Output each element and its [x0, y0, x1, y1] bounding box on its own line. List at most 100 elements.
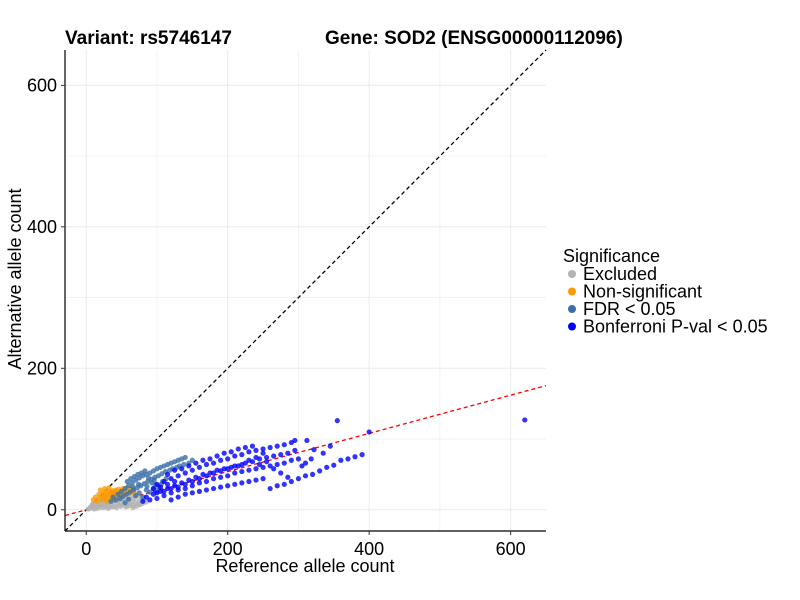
point-bonferroni-p-val-0-05: [320, 450, 326, 456]
legend-entry: FDR < 0.05: [568, 299, 676, 319]
point-bonferroni-p-val-0-05: [196, 476, 202, 482]
point-excluded: [137, 502, 143, 508]
point-bonferroni-p-val-0-05: [232, 453, 238, 459]
point-bonferroni-p-val-0-05: [338, 457, 344, 463]
point-bonferroni-p-val-0-05: [281, 460, 287, 466]
point-bonferroni-p-val-0-05: [161, 488, 167, 494]
point-bonferroni-p-val-0-05: [253, 477, 259, 483]
point-bonferroni-p-val-0-05: [164, 481, 171, 487]
point-bonferroni-p-val-0-05: [221, 450, 227, 456]
point-bonferroni-p-val-0-05: [246, 478, 252, 485]
point-bonferroni-p-val-0-05: [189, 467, 195, 473]
point-bonferroni-p-val-0-05: [359, 452, 365, 458]
point-bonferroni-p-val-0-05: [295, 476, 302, 482]
point-bonferroni-p-val-0-05: [154, 495, 160, 502]
point-fdr-0-05: [129, 480, 135, 486]
point-bonferroni-p-val-0-05: [246, 467, 252, 473]
point-bonferroni-p-val-0-05: [193, 460, 199, 466]
point-fdr-0-05: [115, 491, 121, 497]
point-bonferroni-p-val-0-05: [218, 468, 224, 474]
grid: [65, 50, 546, 531]
point-bonferroni-p-val-0-05: [157, 484, 164, 490]
point-bonferroni-p-val-0-05: [239, 452, 245, 458]
point-bonferroni-p-val-0-05: [278, 470, 284, 476]
x-tick-label: 600: [496, 539, 526, 559]
point-bonferroni-p-val-0-05: [203, 461, 210, 468]
legend-key: [568, 270, 576, 278]
point-bonferroni-p-val-0-05: [302, 473, 309, 479]
point-bonferroni-p-val-0-05: [327, 443, 333, 449]
point-bonferroni-p-val-0-05: [278, 452, 284, 458]
point-bonferroni-p-val-0-05: [246, 449, 252, 455]
point-bonferroni-p-val-0-05: [182, 485, 188, 492]
point-bonferroni-p-val-0-05: [309, 471, 316, 478]
point-bonferroni-p-val-0-05: [302, 460, 309, 466]
point-bonferroni-p-val-0-05: [317, 468, 323, 474]
point-bonferroni-p-val-0-05: [253, 466, 259, 472]
point-bonferroni-p-val-0-05: [281, 481, 287, 487]
legend-entry: Non-significant: [568, 282, 702, 302]
point-excluded: [114, 505, 120, 511]
point-bonferroni-p-val-0-05: [182, 491, 188, 497]
point-bonferroni-p-val-0-05: [256, 461, 263, 468]
point-bonferroni-p-val-0-05: [168, 497, 174, 503]
legend-entry: Excluded: [568, 264, 657, 284]
point-bonferroni-p-val-0-05: [267, 444, 273, 451]
point-bonferroni-p-val-0-05: [172, 467, 178, 473]
point-bonferroni-p-val-0-05: [246, 457, 252, 463]
legend-label: Excluded: [583, 264, 657, 284]
point-bonferroni-p-val-0-05: [168, 485, 174, 492]
point-fdr-0-05: [145, 475, 152, 481]
point-bonferroni-p-val-0-05: [271, 466, 277, 472]
point-bonferroni-p-val-0-05: [175, 473, 181, 479]
point-bonferroni-p-val-0-05: [203, 478, 210, 485]
point-bonferroni-p-val-0-05: [235, 446, 241, 452]
point-bonferroni-p-val-0-05: [232, 470, 238, 476]
point-bonferroni-p-val-0-05: [260, 450, 266, 456]
point-bonferroni-p-val-0-05: [295, 456, 302, 462]
point-fdr-0-05: [113, 497, 119, 503]
legend-label: FDR < 0.05: [583, 299, 676, 319]
identity-line: [64, 49, 547, 532]
point-bonferroni-p-val-0-05: [164, 471, 171, 478]
y-tick-label: 600: [27, 75, 57, 95]
point-bonferroni-p-val-0-05: [214, 453, 220, 459]
point-excluded: [97, 505, 103, 511]
point-bonferroni-p-val-0-05: [154, 490, 160, 496]
fit-line: [64, 385, 547, 517]
point-excluded: [91, 506, 97, 512]
point-bonferroni-p-val-0-05: [172, 478, 178, 485]
point-fdr-0-05: [126, 496, 132, 502]
point-fdr-0-05: [126, 483, 132, 489]
point-bonferroni-p-val-0-05: [196, 464, 202, 470]
point-bonferroni-p-val-0-05: [225, 466, 231, 472]
point-bonferroni-p-val-0-05: [249, 443, 256, 449]
point-bonferroni-p-val-0-05: [140, 498, 146, 504]
point-fdr-0-05: [108, 498, 114, 504]
point-bonferroni-p-val-0-05: [242, 444, 248, 451]
point-bonferroni-p-val-0-05: [150, 485, 157, 492]
point-bonferroni-p-val-0-05: [345, 456, 351, 462]
data-points: [85, 417, 528, 512]
point-bonferroni-p-val-0-05: [274, 461, 280, 468]
point-bonferroni-p-val-0-05: [288, 478, 294, 485]
point-bonferroni-p-val-0-05: [186, 463, 192, 469]
point-bonferroni-p-val-0-05: [260, 464, 266, 470]
point-non-significant: [102, 485, 108, 492]
point-bonferroni-p-val-0-05: [299, 463, 305, 469]
title-variant: Variant: rs5746147: [65, 28, 232, 49]
point-fdr-0-05: [122, 500, 128, 506]
point-bonferroni-p-val-0-05: [253, 447, 259, 453]
point-bonferroni-p-val-0-05: [263, 459, 270, 465]
point-bonferroni-p-val-0-05: [225, 473, 231, 479]
point-bonferroni-p-val-0-05: [274, 483, 280, 489]
point-bonferroni-p-val-0-05: [263, 454, 270, 461]
point-fdr-0-05: [189, 457, 195, 463]
x-tick-label: 400: [354, 539, 384, 559]
point-bonferroni-p-val-0-05: [175, 484, 181, 490]
point-fdr-0-05: [135, 481, 142, 487]
axes: 0 200 400 600 0 200 400 600: [27, 50, 546, 559]
point-bonferroni-p-val-0-05: [182, 470, 188, 476]
point-excluded: [118, 503, 124, 509]
